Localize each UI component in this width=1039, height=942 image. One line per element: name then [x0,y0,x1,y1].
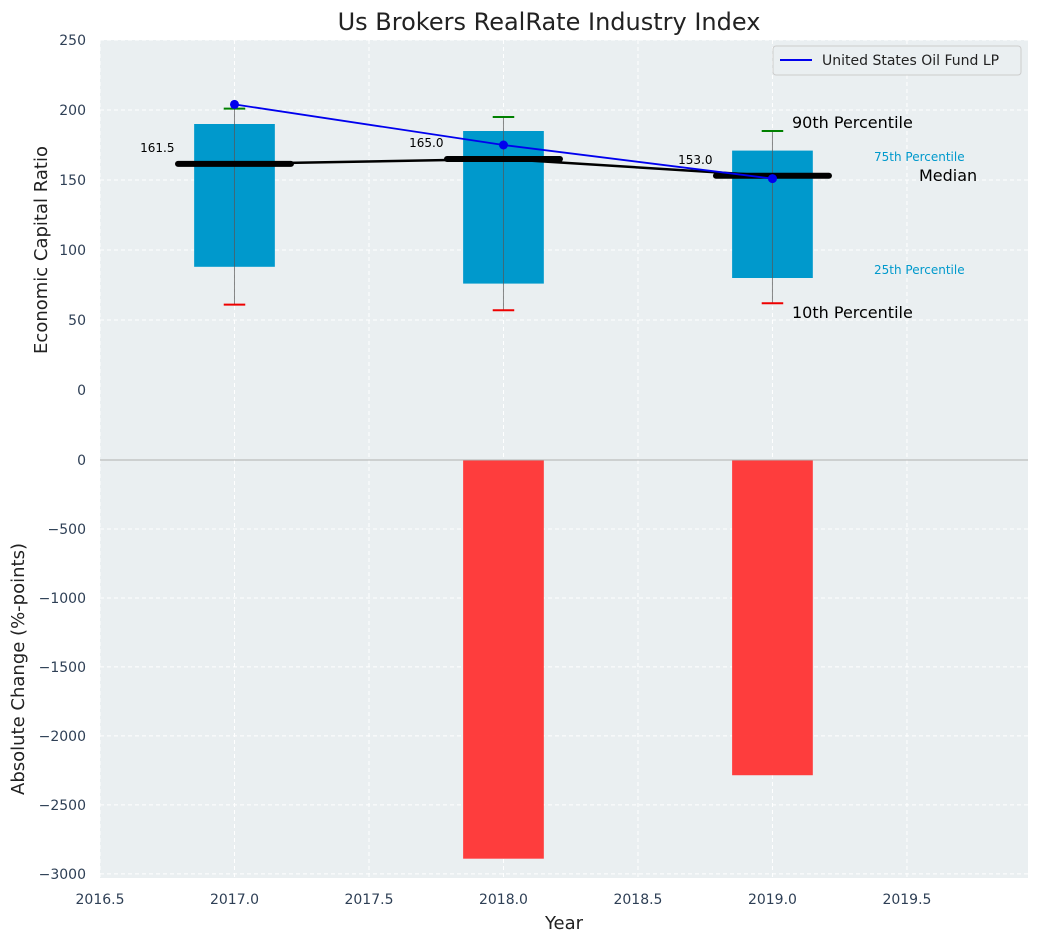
bottom-grid [99,460,1028,878]
series-group: 161.5 165.0 153.0 [140,99,832,184]
xtick-label: 2016.5 [76,892,125,908]
legend: United States Oil Fund LP [772,45,1022,76]
xtick-label: 2018.5 [613,892,662,908]
bottom-ytick-label: −1000 [39,591,86,607]
bottom-ylabel: Absolute Change (%-points) [8,543,29,795]
xtick-label: 2018.0 [479,892,528,908]
xtick-label: 2019.5 [882,892,931,908]
annotation-p25: 25th Percentile [874,263,965,277]
annotation-p10: 10th Percentile [792,303,913,322]
change-bar [463,460,544,859]
top-ytick-label: 100 [59,243,86,259]
top-ylabel: Economic Capital Ratio [31,146,52,354]
chart-title: Us Brokers RealRate Industry Index [338,8,761,36]
series-point [498,140,508,150]
bottom-ytick-label: 0 [77,453,86,469]
xtick-label: 2017.0 [210,892,259,908]
bottom-ytick-label: −500 [48,522,86,538]
legend-box [772,45,1022,76]
bottom-ytick-label: −3000 [39,867,86,883]
top-ytick-label: 250 [59,33,86,49]
series-point [229,99,239,109]
bottom-ytick-label: −2500 [39,798,86,814]
bottom-ytick-label: −1500 [39,660,86,676]
xtick-label: 2017.5 [344,892,393,908]
annotation-median: Median [919,166,977,185]
annotation-p90: 90th Percentile [792,113,913,132]
series-point [767,174,777,184]
median-value-label: 153.0 [678,153,712,167]
median-value-label: 161.5 [140,141,174,155]
tick-labels: 2016.5 2017.0 2017.5 2018.0 2018.5 2019.0 2019… [39,33,932,908]
annotation-p75: 75th Percentile [874,150,965,164]
bottom-plot-area [100,460,1028,878]
top-ytick-label: 50 [68,313,86,329]
top-ytick-label: 0 [77,383,86,399]
change-bar [732,460,813,776]
median-value-label: 165.0 [409,136,443,150]
xtick-label: 2019.0 [748,892,797,908]
xlabel: Year [544,913,584,934]
box-group [194,107,813,312]
top-ytick-label: 200 [59,103,86,119]
top-ytick-label: 150 [59,173,86,189]
bottom-ytick-label: −2000 [39,729,86,745]
legend-label: United States Oil Fund LP [822,53,999,69]
bar-group [463,460,813,859]
